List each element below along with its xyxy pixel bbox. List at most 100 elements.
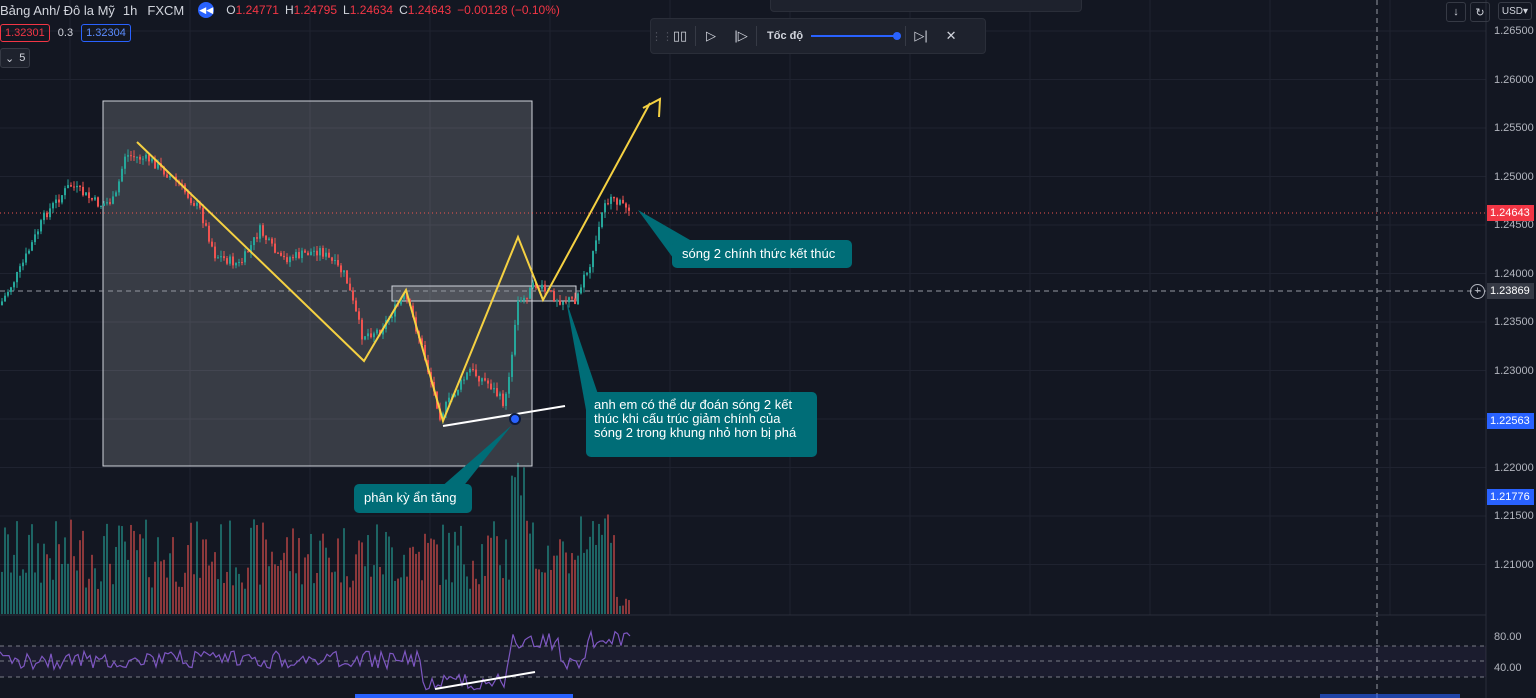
volume-bar <box>424 533 426 614</box>
volume-bar <box>43 543 45 614</box>
volume-bar <box>604 518 606 614</box>
volume-bar <box>193 574 195 614</box>
volume-bar <box>148 577 150 614</box>
candle-body <box>301 250 303 259</box>
volume-bar <box>112 584 114 614</box>
refresh-icon[interactable]: ↻ <box>1470 2 1490 22</box>
elliott-wave-line[interactable] <box>136 102 651 425</box>
candle-body <box>250 245 252 253</box>
symbol-legend[interactable]: Bảng Anh/ Đô la Mỹ 1h FXCM ◀◀ O1.24771 H… <box>0 0 566 20</box>
volume-bar <box>517 462 519 614</box>
volume-bar <box>418 551 420 614</box>
volume-bar <box>571 553 573 614</box>
candle-body <box>484 378 486 381</box>
buy-price-button[interactable]: 1.32304 <box>81 24 131 42</box>
jump-to-realtime-icon[interactable]: ▷| <box>914 28 928 43</box>
volume-bar <box>52 579 54 614</box>
candle-body <box>403 292 405 300</box>
last-price-label: 1.24643 <box>1487 205 1534 221</box>
volume-bar <box>469 588 471 614</box>
volume-bar <box>259 584 261 614</box>
volume-bar <box>442 524 444 614</box>
speed-label: Tốc độ <box>767 30 804 42</box>
ohlc-low: L1.24634 <box>343 3 394 17</box>
volume-bar <box>616 596 618 614</box>
candle-body <box>217 257 219 259</box>
timeframe[interactable]: 1h <box>122 2 138 18</box>
volume-bar <box>244 588 246 614</box>
volume-bar <box>403 554 405 614</box>
speed-slider-knob[interactable] <box>893 32 902 40</box>
volume-bar <box>16 521 18 614</box>
sell-price-button[interactable]: 1.32301 <box>0 24 50 42</box>
highlight-box[interactable] <box>102 100 533 467</box>
note-predict[interactable]: anh em có thể dự đoán sóng 2 kết thúc kh… <box>586 392 817 457</box>
candle-body <box>166 174 168 178</box>
price-axis[interactable]: 1.26500 1.26000 1.25500 1.25000 1.24500 1.240… <box>1486 0 1536 615</box>
volume-bar <box>523 467 525 614</box>
candle-body <box>115 192 117 197</box>
symbol-name[interactable]: Bảng Anh/ Đô la Mỹ <box>0 2 115 18</box>
candle-body <box>214 246 216 259</box>
candle-body <box>325 252 327 257</box>
volume-bar <box>568 573 570 614</box>
spread-value: 0.3 <box>57 27 74 39</box>
candle-body <box>334 260 336 262</box>
currency-selector[interactable]: USD ▾ <box>1497 2 1532 20</box>
candle-body <box>463 379 465 381</box>
download-icon[interactable]: ↓ <box>1446 2 1466 22</box>
note-divergence[interactable]: phân kỳ ẩn tăng <box>354 484 472 513</box>
candle-body <box>190 197 192 204</box>
replay-toolbar: ⋮⋮ ▯▯ ▷ |▷ Tốc độ ▷| ✕ <box>650 18 986 54</box>
volume-bar <box>502 578 504 614</box>
exchange: FXCM <box>147 2 185 18</box>
candle-body <box>511 354 513 377</box>
volume-bar <box>4 527 6 614</box>
candle-body <box>286 257 288 263</box>
rewind-icon[interactable]: ◀◀ <box>198 2 215 18</box>
chart-grid <box>0 0 1486 615</box>
price-tick: 1.21000 <box>1494 558 1534 571</box>
candle-body <box>400 299 402 305</box>
drawing-toolbar-top[interactable] <box>770 0 1082 12</box>
step-forward-icon[interactable]: |▷ <box>734 28 748 43</box>
candle-body <box>79 185 81 187</box>
candle-body <box>304 250 306 253</box>
volume-bar <box>19 575 21 614</box>
wave-arrow-head <box>642 97 662 118</box>
rsi-divergence-line[interactable] <box>434 671 536 690</box>
indicator-count: 5 <box>19 52 26 64</box>
volume-bar <box>472 560 474 614</box>
volume-bar <box>625 598 627 614</box>
drag-handle-icon[interactable]: ⋮⋮ <box>651 30 673 43</box>
volume-bar <box>328 557 330 614</box>
candle-body <box>211 241 213 247</box>
candle-body <box>97 197 99 207</box>
indicators-toggle[interactable]: ⌄ 5 <box>0 48 31 68</box>
candle-body <box>103 203 105 206</box>
volume-bar <box>181 586 183 614</box>
volume-bar <box>421 580 423 614</box>
select-bar-icon[interactable]: ▯▯ <box>672 28 688 43</box>
price-axis-panel[interactable] <box>1486 0 1536 698</box>
close-icon[interactable]: ✕ <box>945 28 957 43</box>
divergence-trendline[interactable] <box>442 405 566 427</box>
add-alert-icon[interactable]: + <box>1470 284 1485 299</box>
candle-body <box>580 287 582 294</box>
candle-body <box>124 156 126 169</box>
candle-body <box>31 242 33 251</box>
volume-bar <box>325 547 327 614</box>
volume-bar <box>553 555 555 614</box>
candle-body <box>100 205 102 207</box>
note-wave2-end[interactable]: sóng 2 chính thức kết thúc <box>672 240 852 268</box>
divergence-point-marker[interactable] <box>509 413 521 425</box>
play-icon[interactable]: ▷ <box>706 28 716 43</box>
volume-bar <box>499 565 501 614</box>
speed-slider[interactable] <box>811 32 902 40</box>
volume-bar <box>214 552 216 614</box>
bid-ask-row: 1.32301 0.3 1.32304 <box>0 24 131 42</box>
candle-body <box>421 338 423 345</box>
candle-body <box>40 220 42 232</box>
volume-bar <box>31 524 33 614</box>
